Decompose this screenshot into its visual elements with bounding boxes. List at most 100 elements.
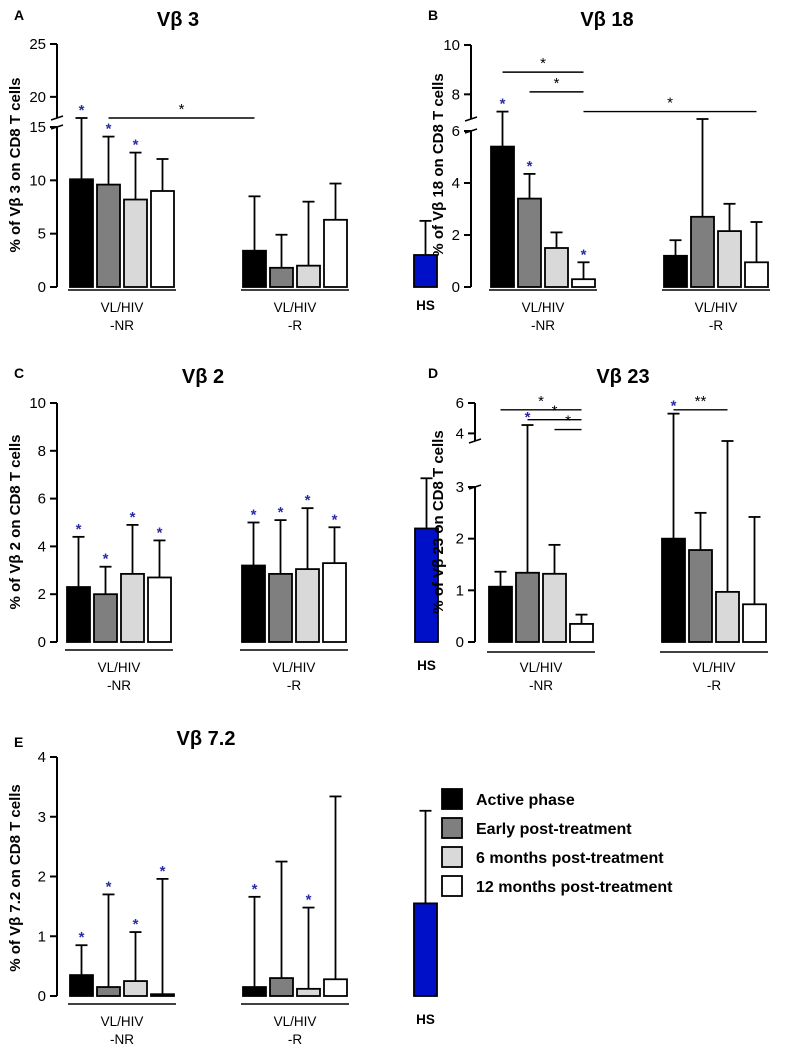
bar-twelve [150, 993, 175, 997]
y-tick-label: 4 [38, 538, 46, 555]
bar-active [69, 974, 94, 997]
group-label: -R [288, 1032, 302, 1047]
group-label: VL/HIV [101, 1014, 144, 1029]
panel-title: Vβ 7.2 [177, 728, 236, 750]
significance-label: * [538, 393, 544, 410]
bar-six [296, 264, 321, 288]
legend-swatch-six [441, 846, 463, 868]
group-label: -NR [529, 678, 553, 693]
y-tick-label: 1 [456, 582, 464, 599]
bar-early [93, 593, 118, 643]
y-tick-label: 15 [29, 119, 46, 136]
legend-swatch-twelve [441, 875, 463, 897]
bar-active [488, 585, 513, 643]
y-tick-label: 4 [456, 425, 464, 442]
bar-early [269, 977, 294, 997]
bar-six [717, 230, 742, 288]
significance-star: * [130, 509, 136, 526]
bar-early [96, 986, 121, 997]
significance-star: * [581, 246, 587, 263]
bar-early [269, 266, 294, 288]
y-tick-label: 2 [38, 869, 46, 886]
panel-letter: E [14, 734, 23, 750]
group-label: VL/HIV [101, 300, 144, 315]
y-tick-label: 1 [38, 928, 46, 945]
bar-hs [413, 902, 438, 997]
y-tick-label: 10 [29, 395, 46, 412]
legend-label-six: 6 months post-treatment [476, 850, 664, 867]
y-tick-label: 10 [29, 172, 46, 189]
bar-early [96, 183, 121, 288]
bar-early [517, 197, 542, 288]
bar-six [296, 987, 321, 997]
panel-letter: B [428, 7, 438, 23]
bar-early [688, 549, 713, 643]
y-tick-label: 0 [452, 279, 460, 296]
significance-label: * [540, 55, 546, 72]
significance-label: * [179, 101, 185, 118]
group-label: VL/HIV [520, 660, 563, 675]
group-label: -R [288, 318, 302, 333]
bar-active [663, 254, 688, 288]
significance-label: * [565, 413, 571, 430]
bar-twelve [147, 576, 172, 643]
bar-twelve [571, 278, 596, 288]
panel-title: Vβ 23 [596, 366, 649, 388]
y-tick-label: 2 [452, 227, 460, 244]
significance-label: ** [695, 393, 707, 410]
bar-twelve [150, 190, 175, 288]
bar-hs [413, 254, 438, 288]
bar-active [661, 537, 686, 643]
group-label: HS [417, 658, 436, 673]
group-label: VL/HIV [695, 300, 738, 315]
group-label: VL/HIV [274, 1014, 317, 1029]
significance-star: * [133, 916, 139, 933]
axis-break-mark [468, 438, 482, 444]
y-tick-label: 3 [456, 479, 464, 496]
significance-label: * [667, 95, 673, 112]
bar-six [544, 247, 569, 288]
significance-star: * [306, 892, 312, 909]
y-axis-label: % of Vβ 2 on CD8 T cells [7, 434, 24, 609]
significance-label: * [552, 403, 558, 420]
y-tick-label: 6 [452, 123, 460, 140]
bar-active [241, 564, 266, 643]
significance-star: * [76, 521, 82, 538]
bar-active [490, 145, 515, 288]
significance-star: * [252, 881, 258, 898]
significance-star: * [106, 121, 112, 138]
group-label: -NR [110, 318, 134, 333]
group-label: -NR [531, 318, 555, 333]
significance-star: * [527, 158, 533, 175]
panel-e: E Vβ 7.2 % of Vβ 7.2 on CD8 T cells 0 1 2 3 4 * *… [7, 728, 438, 1047]
group-label: VL/HIV [522, 300, 565, 315]
bar-twelve [322, 562, 347, 643]
group-label: HS [416, 1012, 435, 1027]
bar-active [69, 178, 94, 288]
y-tick-label: 5 [38, 226, 46, 243]
significance-star: * [79, 929, 85, 946]
group-label: VL/HIV [693, 660, 736, 675]
panel-b: B Vβ 18 % of Vβ 18 on CD8 T cells 0 2 4 6 8 10 * *… [428, 7, 770, 333]
legend-swatch-active [441, 788, 463, 810]
panel-letter: A [14, 7, 24, 23]
bar-active [66, 586, 91, 643]
axis-break-mark [464, 128, 478, 134]
y-tick-label: 0 [38, 634, 46, 651]
panel-letter: D [428, 365, 438, 381]
significance-star: * [305, 492, 311, 509]
panel-a: A Vβ 3 % of Vβ 3 on CD8 T cells 0 5 10 15 20 25 *… [7, 7, 438, 333]
bar-early [268, 572, 293, 643]
group-label: VL/HIV [273, 660, 316, 675]
bar-six [123, 980, 148, 997]
panel-letter: C [14, 365, 24, 381]
group-label: -NR [107, 678, 131, 693]
panel-title: Vβ 2 [182, 366, 224, 388]
y-tick-label: 25 [29, 36, 46, 53]
group-label: -NR [110, 1032, 134, 1047]
bar-twelve [323, 978, 348, 997]
significance-star: * [160, 863, 166, 880]
significance-star: * [278, 504, 284, 521]
legend-swatch-early [441, 817, 463, 839]
